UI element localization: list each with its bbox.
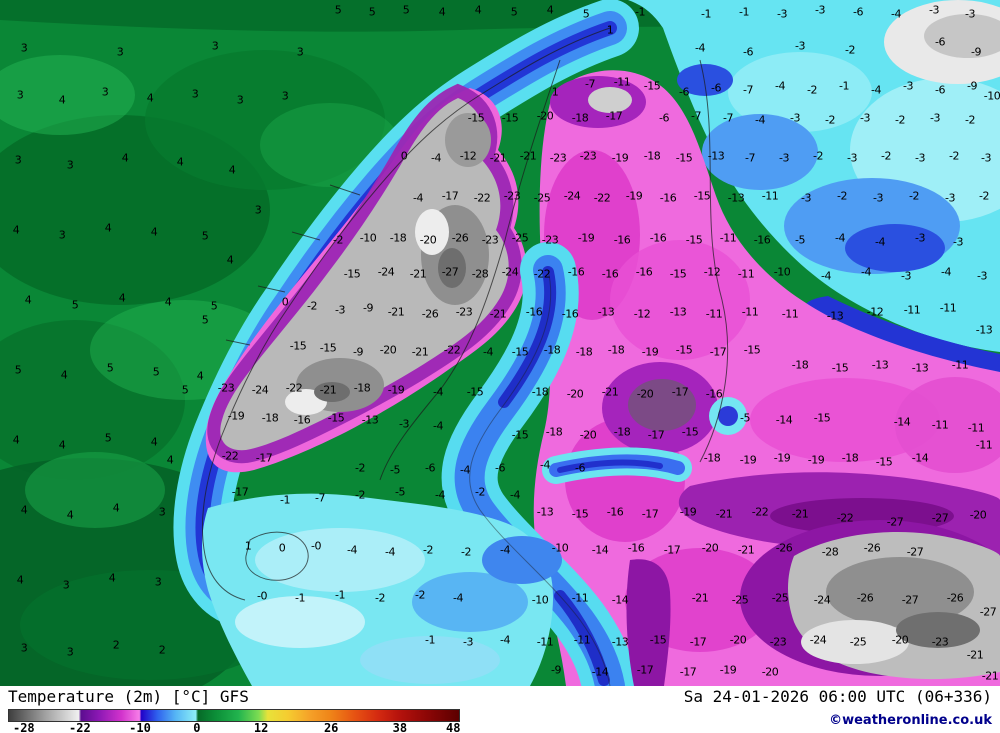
scale-tick-label: 0 (193, 721, 201, 733)
copyright-link[interactable]: ©weatheronline.co.uk (829, 713, 992, 728)
scale-tick-label: -10 (129, 721, 151, 733)
scale-tick-label: -28 (12, 721, 35, 733)
legend-bar: Temperature (2m) [°C] GFS Sa 24-01-2026 … (0, 686, 1000, 733)
scale-tick-label: 38 (392, 721, 408, 733)
legend-scale-row: -28 -22 -10 0 12 26 38 48 ©weatheronline.co.uk (0, 707, 1000, 733)
scale-tick-label: -22 (69, 721, 91, 733)
color-scale-bar (8, 709, 460, 722)
color-scale-ticks: -28 -22 -10 0 12 26 38 48 (8, 721, 460, 733)
scale-tick-label: 12 (253, 721, 269, 733)
map-graphic (0, 0, 1000, 686)
temperature-map: 5 5 5 4 4 5 4 5 -1 -1 -1 -3 -3 -6 -4 -3 -3 3 3 3 3 1 -4 -6 -3 -2-… (0, 0, 1000, 686)
coastline-lines (201, 27, 729, 686)
scale-tick-label: 48 (445, 721, 461, 733)
legend-text-row: Temperature (2m) [°C] GFS Sa 24-01-2026 … (0, 686, 1000, 707)
scale-tick-label: 26 (323, 721, 339, 733)
map-datetime: Sa 24-01-2026 06:00 UTC (06+336) (683, 687, 992, 706)
map-title: Temperature (2m) [°C] GFS (8, 687, 249, 706)
